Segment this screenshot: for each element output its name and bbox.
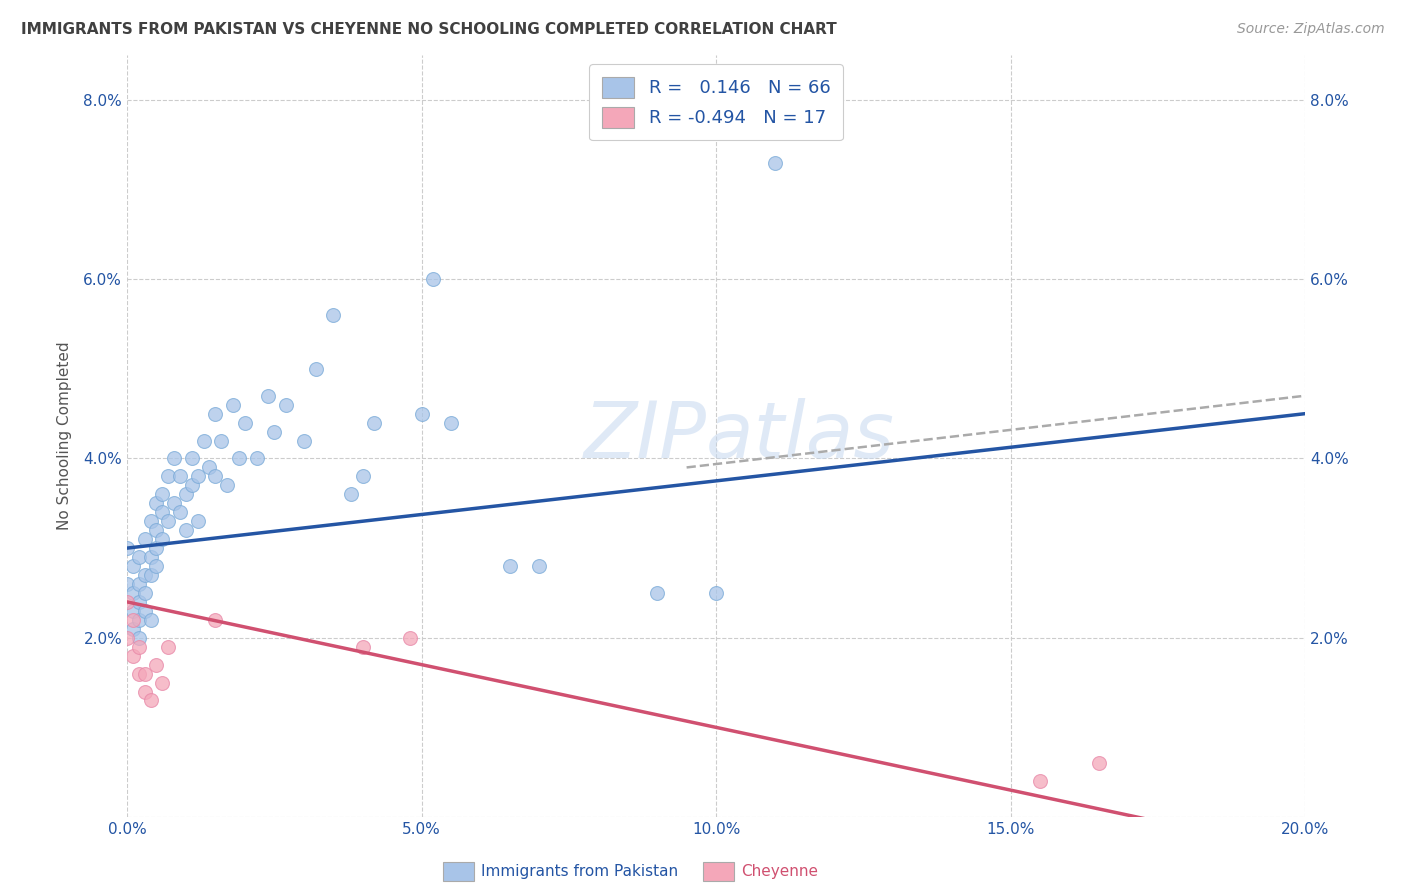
Point <box>1088 756 1111 771</box>
Point <box>198 460 221 475</box>
Point <box>139 613 162 627</box>
Point <box>204 613 226 627</box>
Point <box>340 487 363 501</box>
Point <box>292 434 315 448</box>
Point <box>322 308 344 322</box>
Point <box>128 640 150 654</box>
Point <box>763 155 786 169</box>
Point <box>150 505 173 519</box>
Point <box>163 451 186 466</box>
Point <box>145 541 167 555</box>
Point <box>122 613 145 627</box>
Point <box>228 451 250 466</box>
Point <box>122 586 145 600</box>
Point <box>145 657 167 672</box>
Point <box>499 559 522 574</box>
Point <box>222 398 245 412</box>
Point <box>145 559 167 574</box>
Point <box>157 514 180 528</box>
Point <box>263 425 285 439</box>
Point <box>134 532 156 546</box>
Point <box>209 434 232 448</box>
Point <box>204 407 226 421</box>
Point <box>139 693 162 707</box>
Point <box>150 675 173 690</box>
Point <box>115 577 138 591</box>
Point <box>246 451 269 466</box>
Point <box>363 416 385 430</box>
Point <box>122 648 145 663</box>
Point <box>529 559 551 574</box>
Point <box>128 595 150 609</box>
Point <box>134 604 156 618</box>
Point <box>440 416 463 430</box>
Point <box>134 684 156 698</box>
Legend: R =   0.146   N = 66, R = -0.494   N = 17: R = 0.146 N = 66, R = -0.494 N = 17 <box>589 64 844 140</box>
Point <box>398 631 420 645</box>
Point <box>128 613 150 627</box>
Point <box>233 416 256 430</box>
Text: Source: ZipAtlas.com: Source: ZipAtlas.com <box>1237 22 1385 37</box>
Point <box>411 407 433 421</box>
Point <box>352 640 374 654</box>
Point <box>115 541 138 555</box>
Point <box>169 469 191 483</box>
Point <box>157 640 180 654</box>
Point <box>122 622 145 636</box>
Text: IMMIGRANTS FROM PAKISTAN VS CHEYENNE NO SCHOOLING COMPLETED CORRELATION CHART: IMMIGRANTS FROM PAKISTAN VS CHEYENNE NO … <box>21 22 837 37</box>
Point <box>139 514 162 528</box>
Text: Immigrants from Pakistan: Immigrants from Pakistan <box>481 864 678 879</box>
Point <box>115 595 138 609</box>
Point <box>163 496 186 510</box>
Point <box>180 451 202 466</box>
Point <box>150 532 173 546</box>
Point <box>122 604 145 618</box>
Point <box>180 478 202 492</box>
Point <box>145 496 167 510</box>
Point <box>645 586 668 600</box>
Point <box>187 469 209 483</box>
Text: ZIPatlas: ZIPatlas <box>583 398 896 474</box>
Point <box>217 478 239 492</box>
Point <box>128 631 150 645</box>
Point <box>115 631 138 645</box>
Point <box>145 523 167 537</box>
Point <box>187 514 209 528</box>
Point <box>174 523 197 537</box>
Y-axis label: No Schooling Completed: No Schooling Completed <box>58 342 72 531</box>
Point <box>1029 774 1052 789</box>
Point <box>128 666 150 681</box>
Point <box>134 568 156 582</box>
Point <box>823 84 845 98</box>
Point <box>139 550 162 565</box>
Text: Cheyenne: Cheyenne <box>741 864 818 879</box>
Point <box>193 434 215 448</box>
Point <box>174 487 197 501</box>
Point <box>157 469 180 483</box>
Point <box>134 666 156 681</box>
Point <box>274 398 297 412</box>
Point <box>704 586 727 600</box>
Point <box>128 577 150 591</box>
Point <box>257 389 280 403</box>
Point <box>150 487 173 501</box>
Point <box>134 586 156 600</box>
Point <box>204 469 226 483</box>
Point <box>304 362 326 376</box>
Point <box>352 469 374 483</box>
Point <box>122 559 145 574</box>
Point <box>139 568 162 582</box>
Point <box>128 550 150 565</box>
Point <box>169 505 191 519</box>
Point <box>422 272 444 286</box>
